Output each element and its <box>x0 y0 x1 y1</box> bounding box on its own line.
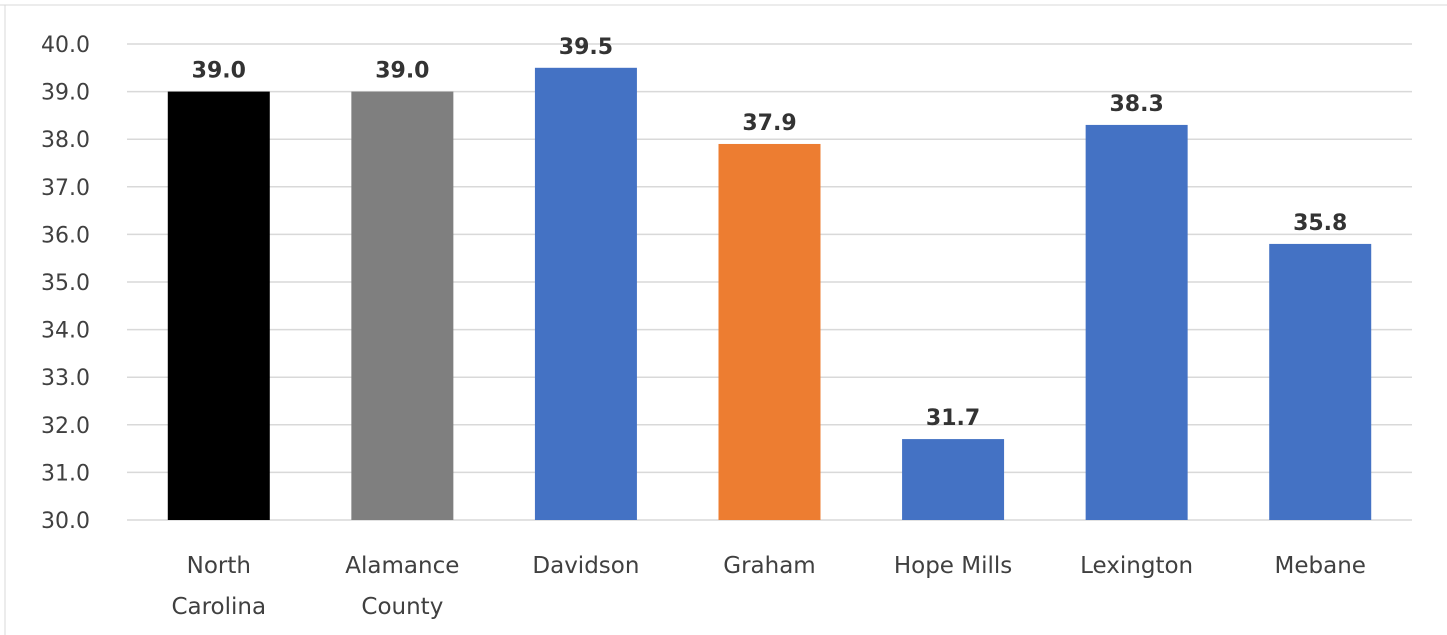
x-tick-label-line: Lexington <box>1080 553 1193 579</box>
data-label: 39.0 <box>375 59 429 84</box>
x-tick-label: Hope Mills <box>894 553 1012 579</box>
data-label: 39.5 <box>559 35 613 60</box>
bar <box>1269 243 1372 521</box>
x-tick-label-line: Hope Mills <box>894 553 1012 579</box>
y-tick-label: 32.0 <box>41 414 90 439</box>
x-tick-label-line: Mebane <box>1275 553 1366 579</box>
data-label: 37.9 <box>742 111 796 136</box>
x-tick-label-line: Davidson <box>532 553 639 579</box>
y-tick-label: 37.0 <box>41 176 90 201</box>
bars <box>167 67 1372 521</box>
bar <box>534 67 637 521</box>
x-tick-label: Graham <box>723 553 815 579</box>
y-tick-label: 39.0 <box>41 81 90 106</box>
bar <box>351 91 454 520</box>
x-tick-label-line: Graham <box>723 553 815 579</box>
y-tick-label: 33.0 <box>41 366 90 391</box>
data-label: 35.8 <box>1293 211 1347 236</box>
data-labels: 39.0 39.0 39.5 37.9 31.7 38.3 35.8 <box>192 35 1348 431</box>
x-tick-label-line: Carolina <box>171 594 266 620</box>
data-label: 38.3 <box>1110 92 1164 117</box>
x-tick-label: Mebane <box>1275 553 1366 579</box>
y-tick-label: 35.0 <box>41 271 90 296</box>
y-tick-label: 30.0 <box>41 509 90 534</box>
bar <box>167 91 270 520</box>
y-tick-label: 38.0 <box>41 128 90 153</box>
x-tick-label-line: North <box>187 553 251 579</box>
x-tick-label-line: Alamance <box>345 553 459 579</box>
y-tick-label: 31.0 <box>41 461 90 486</box>
x-tick-label: Alamance County <box>345 553 459 620</box>
y-tick-label: 34.0 <box>41 319 90 344</box>
x-tick-label: Davidson <box>532 553 639 579</box>
bar <box>718 143 821 520</box>
y-tick-label: 40.0 <box>41 33 90 58</box>
data-label: 39.0 <box>192 59 246 84</box>
bar <box>902 439 1005 520</box>
x-tick-label-line: County <box>361 594 443 620</box>
bar <box>1085 124 1188 521</box>
x-tick-label: North Carolina <box>171 553 266 620</box>
y-tick-label: 36.0 <box>41 223 90 248</box>
data-label: 31.7 <box>926 406 980 431</box>
y-axis-ticks: 30.0 31.0 32.0 33.0 34.0 35.0 36.0 37.0 38.0 39.0… <box>41 33 90 534</box>
x-axis-ticks: North Carolina Alamance County Davidson Graha… <box>171 553 1365 620</box>
x-tick-label: Lexington <box>1080 553 1193 579</box>
